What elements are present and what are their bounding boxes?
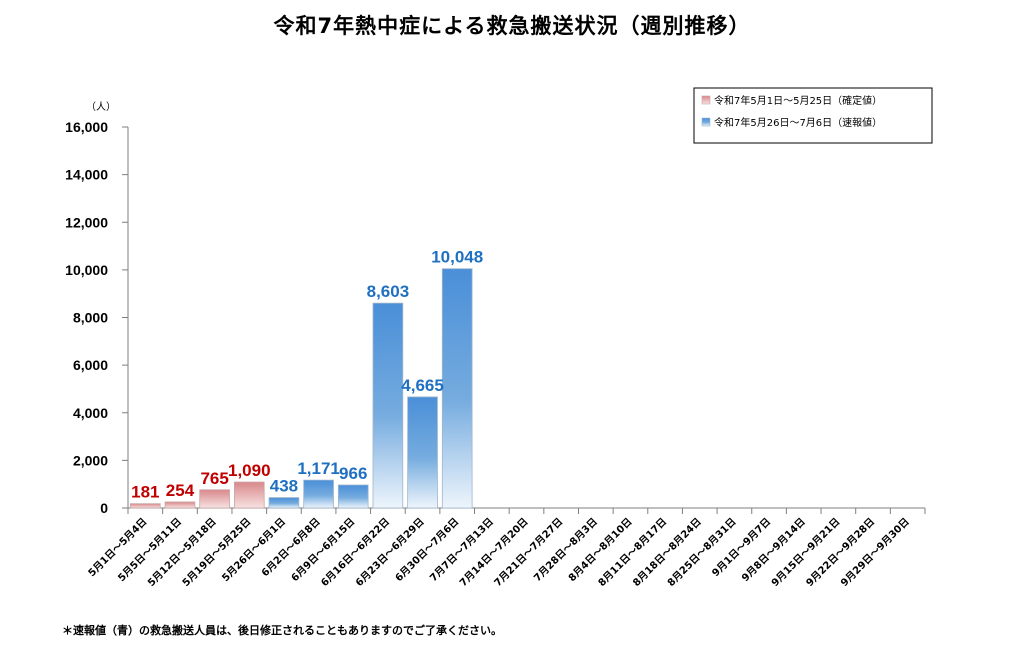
x-tick-label: 8月18日～8月24日 — [631, 516, 704, 589]
data-label: 1,090 — [228, 461, 271, 480]
x-tick-label: 7月21日～7月27日 — [492, 516, 565, 589]
x-tick-label: 9月1日～9月7日 — [710, 516, 774, 580]
chart-title: 令和7年熱中症による救急搬送状況（週別推移） — [273, 14, 751, 38]
data-label: 254 — [166, 481, 195, 500]
y-tick-label: 14,000 — [65, 167, 108, 183]
legend: 令和7年5月1日～5月25日（確定値） 令和7年5月26日～7月6日（速報値） — [693, 87, 933, 144]
data-label: 181 — [131, 483, 159, 502]
data-label: 1,171 — [297, 459, 340, 478]
x-tick-label: 7月28日～8月3日 — [531, 516, 599, 584]
data-label: 966 — [339, 464, 367, 483]
x-tick-label: 5月19日～5月25日 — [180, 516, 253, 589]
bar — [337, 484, 369, 509]
bars — [130, 268, 473, 509]
y-tick-label: 12,000 — [65, 214, 108, 230]
x-tick-label: 5月5日～5月11日 — [116, 516, 184, 584]
legend-label: 令和7年5月1日～5月25日（確定値） — [714, 94, 882, 107]
x-tick-label: 7月7日～7月13日 — [428, 516, 496, 584]
legend-box — [693, 87, 933, 144]
x-tick-label: 5月12日～5月18日 — [145, 516, 218, 589]
footnote: ＊速報値（青）の救急搬送人員は、後日修正されることもありますのでご了承ください。 — [62, 624, 502, 637]
bar — [372, 302, 404, 509]
legend-swatch — [701, 117, 711, 127]
x-tick-label: 8月11日～8月17日 — [596, 516, 669, 589]
bar — [233, 481, 265, 509]
legend-label: 令和7年5月26日～7月6日（速報値） — [714, 116, 882, 129]
x-tick-label: 7月14日～7月20日 — [457, 516, 530, 589]
data-label: 438 — [270, 477, 298, 496]
x-tick-label: 5月1日～5月4日 — [86, 516, 150, 580]
bar — [268, 497, 300, 509]
data-label: 765 — [200, 469, 228, 488]
data-label: 10,048 — [431, 248, 483, 267]
y-tick-label: 10,000 — [65, 262, 108, 278]
y-tick-label: 8,000 — [73, 310, 108, 326]
x-tick-label: 8月25日～8月31日 — [665, 516, 738, 589]
x-tick-label: 6月2日～6月8日 — [259, 516, 323, 580]
y-axis-unit-label: （人） — [86, 101, 116, 113]
bar — [130, 503, 161, 509]
x-tick-label: 5月26日～6月1日 — [220, 516, 288, 584]
y-tick-label: 2,000 — [73, 452, 108, 468]
x-tick-label: 9月8日～9月14日 — [739, 516, 807, 584]
legend-swatch — [701, 95, 711, 105]
y-tick-label: 4,000 — [73, 405, 108, 421]
x-tick-label: 6月9日～6月15日 — [289, 516, 357, 584]
data-label: 8,603 — [367, 282, 410, 301]
bar — [303, 479, 334, 509]
x-axis: 5月1日～5月4日5月5日～5月11日5月12日～5月18日5月19日～5月25… — [86, 507, 926, 589]
y-tick-label: 16,000 — [65, 119, 108, 135]
bar — [441, 268, 473, 509]
x-tick-label: 6月16日～6月22日 — [319, 516, 392, 589]
x-tick-label: 9月22日～9月28日 — [804, 516, 877, 589]
x-tick-label: 6月30日～7月6日 — [393, 516, 461, 584]
bar — [199, 489, 230, 509]
y-tick-label: 0 — [100, 500, 108, 516]
x-tick-label: 9月29日～9月30日 — [838, 516, 911, 589]
x-tick-label: 9月15日～9月21日 — [769, 516, 842, 589]
y-tick-label: 6,000 — [73, 357, 108, 373]
y-axis: 0 2,000 4,000 6,000 8,000 10,000 12,000 14,000 1… — [65, 101, 129, 516]
x-tick-label: 8月4日～8月10日 — [566, 516, 634, 584]
x-tick-label: 6月23日～6月29日 — [353, 516, 426, 589]
bar — [164, 501, 196, 509]
data-label: 4,665 — [401, 376, 444, 395]
bar — [407, 396, 438, 509]
